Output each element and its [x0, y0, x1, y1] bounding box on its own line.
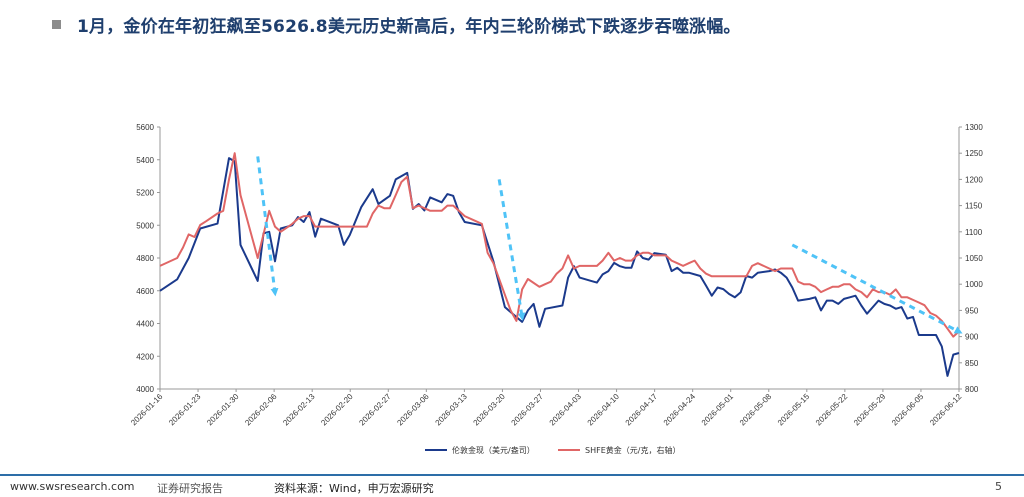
x-tick-label: 2026-03-27 — [510, 392, 546, 428]
x-tick-label: 2026-02-20 — [319, 392, 355, 428]
y-left-tick-label: 5400 — [136, 156, 154, 165]
y-right-tick-label: 1250 — [965, 149, 983, 158]
y-left-tick-label: 4400 — [136, 320, 154, 329]
y-left-tick-label: 4000 — [136, 385, 154, 394]
gold-price-chart: 4000 4200 4400 4600 4800 5000 5200 5400 5600 800 8… — [129, 123, 983, 455]
y-right-tick-label: 900 — [965, 333, 979, 342]
x-tick-label: 2026-05-22 — [814, 392, 850, 428]
x-tick-label: 2026-04-24 — [662, 392, 698, 428]
x-tick-label: 2026-02-06 — [243, 392, 279, 428]
y-left-tick-label: 5000 — [136, 221, 154, 230]
series-line-london-gold — [159, 157, 960, 377]
x-tick-label: 2026-06-12 — [928, 392, 964, 428]
y-right-tick-label: 1300 — [965, 123, 983, 132]
x-tick-label: 2026-01-16 — [129, 392, 165, 428]
y-right-tick-label: 1000 — [965, 280, 983, 289]
x-tick-label: 2026-01-30 — [205, 392, 241, 428]
legend-label-london-gold: 伦敦金现（美元/盎司） — [452, 445, 535, 455]
y-right-tick-label: 850 — [965, 359, 979, 368]
x-tick-label: 2026-03-20 — [472, 392, 508, 428]
y-left-tick-label: 5200 — [136, 189, 154, 198]
x-tick-label: 2026-04-03 — [548, 392, 584, 428]
y-left-tick-label: 4200 — [136, 352, 154, 361]
y-right-tick-label: 1150 — [965, 202, 983, 211]
legend-label-shfe-gold: SHFE黄金（元/克，右轴） — [585, 445, 680, 455]
x-tick-label: 2026-02-27 — [357, 392, 393, 428]
y-right-tick-label: 1050 — [965, 254, 983, 263]
y-right-tick-label: 1200 — [965, 175, 983, 184]
y-left-tick-label: 4600 — [136, 287, 154, 296]
x-tick-label: 2026-03-06 — [395, 392, 431, 428]
page-number: 5 — [995, 480, 1002, 493]
x-tick-label: 2026-02-13 — [281, 392, 317, 428]
x-tick-label: 2026-04-10 — [586, 392, 622, 428]
footer-url: www.swsresearch.com — [10, 480, 135, 493]
page-title: 1月，金价在年初狂飙至5626.8美元历史新高后，年内三轮阶梯式下跌逐步吞噬涨幅… — [77, 17, 741, 37]
y-left-tick-label: 4800 — [136, 254, 154, 263]
y-right-tick-label: 1100 — [965, 228, 983, 237]
y-right-tick-label: 800 — [965, 385, 979, 394]
bullet-square-icon — [52, 20, 61, 29]
x-tick-label: 2026-01-23 — [167, 392, 203, 428]
x-tick-label: 2026-05-29 — [852, 392, 888, 428]
footer-report-label: 证券研究报告 — [157, 482, 223, 495]
y-right-tick-label: 950 — [965, 306, 979, 315]
trend-arrow — [256, 156, 279, 297]
footer-source: 资料来源：Wind，申万宏源研究 — [274, 482, 434, 495]
trend-arrow — [791, 243, 963, 334]
x-tick-label: 2026-05-01 — [700, 392, 736, 428]
footer-rule — [0, 474, 1024, 476]
x-tick-label: 2026-06-05 — [890, 392, 926, 428]
title-bar: 1月，金价在年初狂飙至5626.8美元历史新高后，年内三轮阶梯式下跌逐步吞噬涨幅… — [52, 12, 741, 37]
x-tick-label: 2026-05-08 — [738, 392, 774, 428]
y-left-tick-label: 5600 — [136, 123, 154, 132]
x-tick-label: 2026-03-13 — [433, 392, 469, 428]
x-tick-label: 2026-05-15 — [776, 392, 812, 428]
x-tick-label: 2026-04-17 — [624, 392, 660, 428]
trend-arrow — [497, 179, 526, 321]
series-line-shfe-gold — [159, 152, 960, 338]
